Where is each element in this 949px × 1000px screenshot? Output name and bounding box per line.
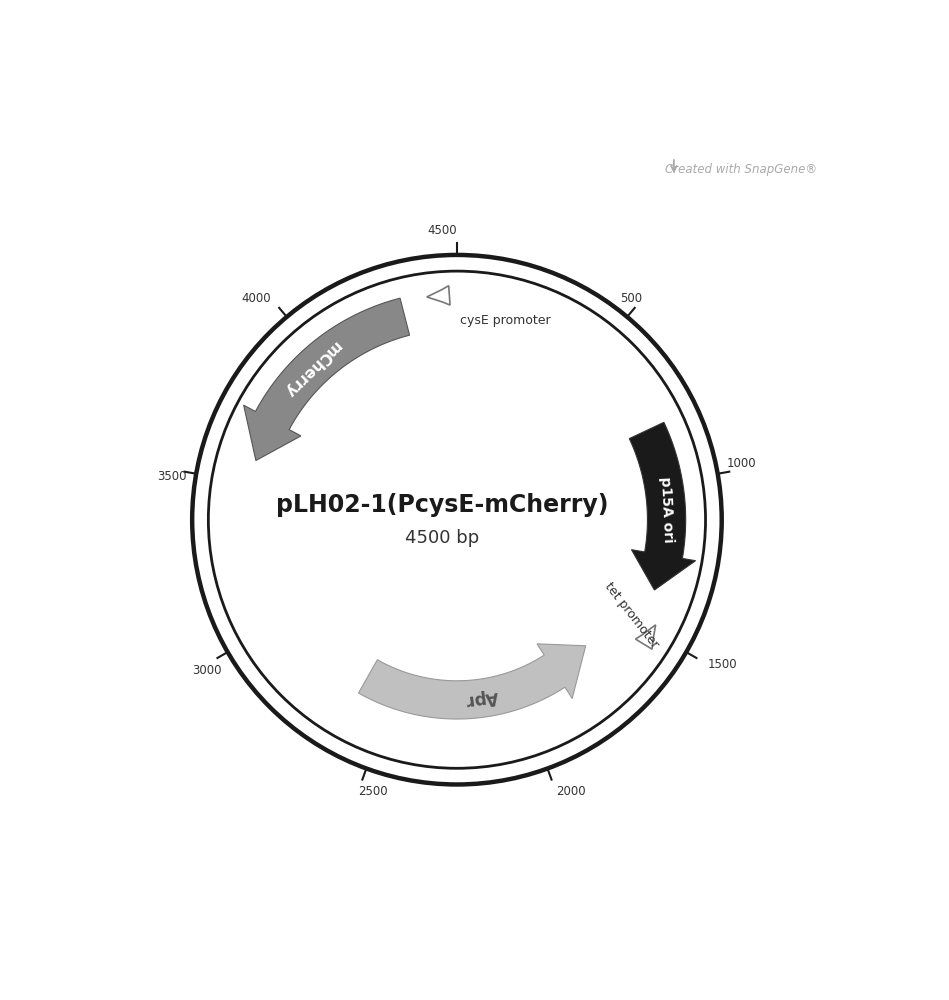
Polygon shape	[636, 625, 656, 649]
Polygon shape	[629, 422, 696, 590]
Text: cysE promoter: cysE promoter	[459, 314, 550, 327]
Text: tet promoter: tet promoter	[603, 580, 661, 651]
Polygon shape	[359, 644, 586, 719]
Text: Created with SnapGene®: Created with SnapGene®	[665, 163, 817, 176]
Text: 4500: 4500	[427, 224, 456, 237]
Text: 1000: 1000	[727, 457, 756, 470]
Text: 2000: 2000	[556, 785, 586, 798]
Text: 3000: 3000	[192, 664, 221, 677]
Text: p15A ori: p15A ori	[658, 476, 675, 543]
Text: 3500: 3500	[158, 470, 187, 483]
Text: Apr: Apr	[464, 687, 499, 709]
Text: 500: 500	[621, 292, 642, 305]
Text: 4000: 4000	[242, 292, 271, 305]
Text: 4500 bp: 4500 bp	[405, 529, 479, 547]
Text: pLH02-1(PcysE-mCherry): pLH02-1(PcysE-mCherry)	[276, 493, 608, 517]
Polygon shape	[427, 286, 450, 305]
Polygon shape	[244, 298, 410, 461]
Text: mCherry: mCherry	[280, 338, 343, 400]
Text: 1500: 1500	[707, 658, 736, 671]
Text: 2500: 2500	[358, 785, 388, 798]
